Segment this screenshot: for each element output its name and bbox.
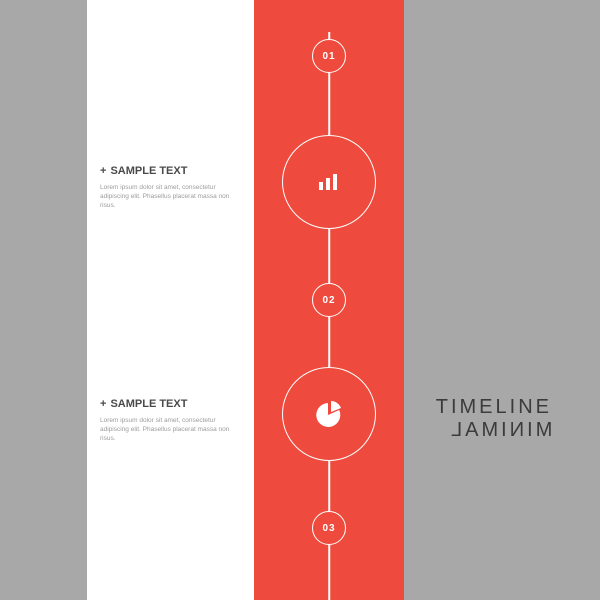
heading-text: SAMPLE TEXT (110, 398, 187, 410)
sample-text-block: + SAMPLE TEXT Lorem ipsum dolor sit amet, … (100, 398, 245, 443)
timeline-connector (328, 32, 330, 39)
sample-text-heading: + SAMPLE TEXT (100, 165, 245, 177)
timeline-step-number: 03 (312, 511, 346, 545)
pie-chart-icon (314, 399, 344, 429)
heading-prefix: + (100, 398, 106, 410)
heading-prefix: + (100, 165, 106, 177)
timeline-connector (328, 317, 330, 367)
timeline-connector (328, 545, 330, 600)
bar-chart-icon (315, 168, 343, 196)
timeline-icon-node (282, 367, 376, 461)
timeline-red-panel: 01 02 03 (254, 0, 404, 600)
sample-text-block: + SAMPLE TEXT Lorem ipsum dolor sit amet, … (100, 165, 245, 210)
timeline-step-number: 02 (312, 283, 346, 317)
timeline-connector (328, 73, 330, 135)
brand-line-2-mirrored: MINIMAL (448, 419, 552, 442)
step-number-label: 01 (322, 51, 335, 62)
sample-text-body: Lorem ipsum dolor sit amet, consectetur … (100, 416, 245, 443)
timeline-icon-node (282, 135, 376, 229)
brand-title: TIMELINEMINIMAL (436, 396, 552, 442)
left-white-panel (87, 0, 254, 600)
brand-line-1: TIMELINE (436, 396, 552, 419)
step-number-label: 02 (322, 295, 335, 306)
timeline-step-number: 01 (312, 39, 346, 73)
sample-text-body: Lorem ipsum dolor sit amet, consectetur … (100, 183, 245, 210)
timeline-connector (328, 229, 330, 283)
heading-text: SAMPLE TEXT (110, 165, 187, 177)
infographic-canvas: 01 02 03 + SAMPLE TEXT Lorem ipsum dolor sit … (0, 0, 600, 600)
step-number-label: 03 (322, 523, 335, 534)
sample-text-heading: + SAMPLE TEXT (100, 398, 245, 410)
timeline-connector (328, 461, 330, 511)
